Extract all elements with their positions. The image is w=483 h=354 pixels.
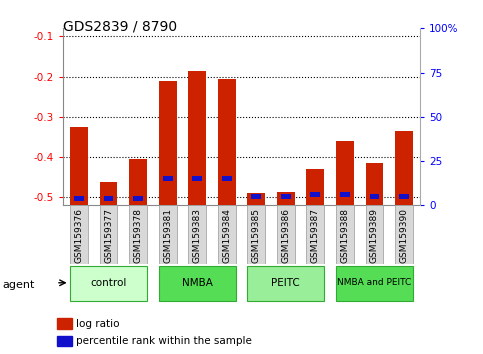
Bar <box>307 169 324 205</box>
FancyBboxPatch shape <box>247 266 324 301</box>
Bar <box>336 205 354 264</box>
FancyBboxPatch shape <box>70 266 147 301</box>
Bar <box>163 176 172 181</box>
Bar <box>133 196 143 201</box>
Text: percentile rank within the sample: percentile rank within the sample <box>76 336 252 346</box>
Bar <box>366 163 384 205</box>
Text: GSM159390: GSM159390 <box>399 208 409 263</box>
Bar <box>251 194 261 199</box>
Bar <box>307 205 324 264</box>
Bar <box>222 176 232 181</box>
Bar <box>129 205 147 264</box>
Bar <box>99 205 117 264</box>
Bar <box>395 131 413 205</box>
Bar <box>192 176 202 181</box>
Bar <box>188 205 206 264</box>
Bar <box>395 205 413 264</box>
Bar <box>247 205 265 264</box>
Bar <box>218 79 236 205</box>
Text: GSM159384: GSM159384 <box>222 208 231 263</box>
Bar <box>188 70 206 205</box>
Text: GSM159386: GSM159386 <box>281 208 290 263</box>
Text: GSM159388: GSM159388 <box>341 208 349 263</box>
Bar <box>218 205 236 264</box>
Bar <box>277 193 295 205</box>
FancyBboxPatch shape <box>159 266 236 301</box>
Bar <box>57 318 71 329</box>
Text: PEITC: PEITC <box>271 278 300 288</box>
Bar <box>366 205 384 264</box>
Text: agent: agent <box>2 280 35 290</box>
Bar <box>369 194 379 199</box>
Text: GSM159376: GSM159376 <box>74 208 84 263</box>
Bar <box>104 196 114 201</box>
Text: NMBA: NMBA <box>182 278 213 288</box>
Bar <box>70 205 88 264</box>
FancyBboxPatch shape <box>336 266 413 301</box>
Bar <box>159 81 176 205</box>
Text: NMBA and PEITC: NMBA and PEITC <box>337 278 412 287</box>
Bar <box>336 141 354 205</box>
Bar <box>74 196 84 201</box>
Bar <box>70 127 88 205</box>
Text: GSM159378: GSM159378 <box>134 208 142 263</box>
Bar <box>311 192 320 197</box>
Text: GSM159387: GSM159387 <box>311 208 320 263</box>
Bar <box>57 336 71 346</box>
Bar <box>399 194 409 199</box>
Bar <box>277 205 295 264</box>
Bar <box>247 193 265 205</box>
Text: GDS2839 / 8790: GDS2839 / 8790 <box>63 19 177 34</box>
Text: GSM159385: GSM159385 <box>252 208 261 263</box>
Bar <box>281 194 291 199</box>
Bar <box>129 159 147 205</box>
Bar <box>159 205 176 264</box>
Text: log ratio: log ratio <box>76 319 119 329</box>
Bar <box>340 192 350 197</box>
Text: control: control <box>90 278 127 288</box>
Text: GSM159389: GSM159389 <box>370 208 379 263</box>
Text: GSM159377: GSM159377 <box>104 208 113 263</box>
Text: GSM159383: GSM159383 <box>193 208 202 263</box>
Text: GSM159381: GSM159381 <box>163 208 172 263</box>
Bar <box>99 182 117 205</box>
